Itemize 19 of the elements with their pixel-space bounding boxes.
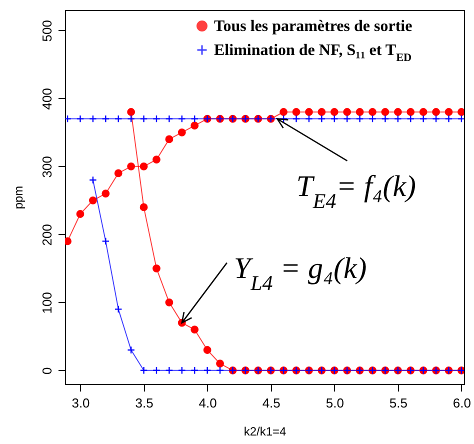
y-tick-label: 400 (40, 88, 54, 110)
y-axis-title: ppm (12, 186, 26, 210)
x-tick-label: 5.0 (326, 396, 344, 410)
y-tick-label: 200 (40, 224, 54, 246)
x-tick-label: 5.5 (389, 396, 408, 410)
x-axis-title: k2/k1=4 (244, 424, 286, 438)
annotation: T$_{E4}$= f₄(k) (296, 170, 416, 213)
y-tick-label: 100 (40, 292, 54, 314)
x-tick-label: 3.5 (135, 396, 154, 410)
x-tick-label: 4.0 (198, 396, 217, 410)
y-tick-label: 300 (40, 156, 54, 178)
legend-label: Elimination de NF, S₁₁ et T$_{ED}$ (214, 42, 412, 64)
legend-label: Tous les paramètres de sortie (214, 18, 412, 35)
x-tick-label: 3.0 (72, 396, 90, 410)
x-tick-label: 6.0 (452, 396, 471, 410)
x-tick-label: 4.5 (262, 396, 280, 410)
y-tick-label: 500 (40, 20, 54, 42)
annotation: Y$_{L4}$ = g₄(k) (234, 252, 367, 295)
y-tick-label: 0 (40, 367, 54, 375)
